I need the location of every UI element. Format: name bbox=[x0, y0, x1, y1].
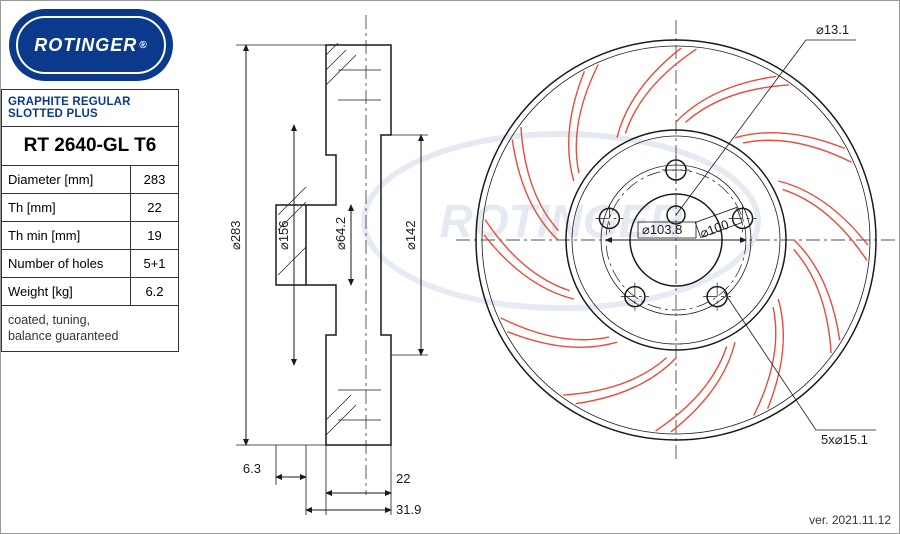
dim-pcd-bolt: ⌀100 bbox=[698, 217, 731, 241]
dim-pcd-outer: ⌀103.8 bbox=[642, 222, 682, 237]
brand-logo: ROTINGER® bbox=[9, 9, 173, 81]
dim-thickness: 22 bbox=[396, 471, 410, 486]
dim-flange: 31.9 bbox=[396, 502, 421, 517]
dim-hub-dia: ⌀156 bbox=[276, 220, 291, 250]
spec-label: Number of holes bbox=[2, 250, 131, 278]
spec-table: GRAPHITE REGULAR SLOTTED PLUS RT 2640-GL… bbox=[1, 89, 179, 352]
brand-text: ROTINGER bbox=[34, 35, 137, 56]
spec-label: Diameter [mm] bbox=[2, 166, 131, 194]
dim-step-dia: ⌀142 bbox=[403, 220, 418, 250]
technical-drawing: ⌀283 ⌀156 ⌀64.2 ⌀142 6.3 22 31.9 bbox=[186, 5, 896, 525]
footer-note: coated, tuning, balance guaranteed bbox=[2, 306, 179, 352]
spec-value: 6.2 bbox=[131, 278, 179, 306]
dim-bore-dia: ⌀64.2 bbox=[333, 217, 348, 250]
spec-value: 19 bbox=[131, 222, 179, 250]
version-label: ver. 2021.11.12 bbox=[809, 513, 891, 527]
part-number: RT 2640-GL T6 bbox=[2, 127, 179, 166]
dim-offset: 6.3 bbox=[243, 461, 261, 476]
spec-value: 22 bbox=[131, 194, 179, 222]
face-view: ⌀13.1 ⌀103.8 ⌀100 5x⌀15.1 bbox=[456, 20, 896, 460]
spec-label: Weight [kg] bbox=[2, 278, 131, 306]
series-name: GRAPHITE REGULAR SLOTTED PLUS bbox=[2, 90, 179, 127]
spec-label: Th min [mm] bbox=[2, 222, 131, 250]
dim-bolt-spec: 5x⌀15.1 bbox=[821, 432, 868, 447]
spec-value: 5+1 bbox=[131, 250, 179, 278]
section-view: ⌀283 ⌀156 ⌀64.2 ⌀142 6.3 22 31.9 bbox=[228, 15, 428, 517]
dim-outer-dia: ⌀283 bbox=[228, 220, 243, 250]
dim-center-hole: ⌀13.1 bbox=[816, 22, 849, 37]
spec-label: Th [mm] bbox=[2, 194, 131, 222]
spec-value: 283 bbox=[131, 166, 179, 194]
